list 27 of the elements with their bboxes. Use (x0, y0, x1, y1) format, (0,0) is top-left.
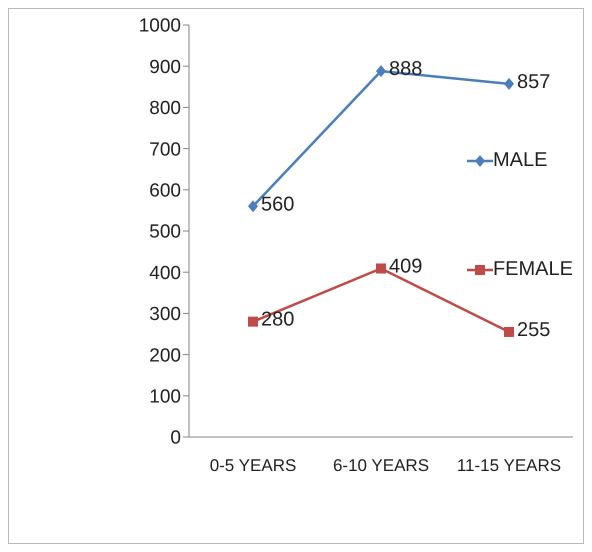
point (248, 316, 258, 327)
y-tick-label: 0 (170, 428, 181, 449)
data-label: 255 (517, 319, 550, 342)
y-tick-label: 800 (149, 98, 181, 120)
x-tick-label: 11-15 YEARS (456, 456, 562, 476)
data-label: 280 (261, 308, 294, 331)
point (376, 263, 386, 274)
data-label: 560 (261, 193, 294, 216)
y-tick-label: 900 (149, 56, 181, 78)
y-tick-label: 500 (149, 222, 181, 243)
x-tick-label: 0-5 YEARS (210, 456, 296, 476)
legend-label: MALE (492, 149, 548, 172)
point (248, 200, 258, 212)
y-tick-label: 400 (149, 262, 181, 284)
y-tick-label: 1000 (138, 16, 181, 37)
y-tick-label: 700 (149, 139, 181, 160)
y-tick-label: 600 (149, 180, 181, 202)
y-tick-label: 300 (149, 304, 181, 326)
legend-label: FEMALE (492, 258, 573, 281)
y-tick-label: 200 (149, 345, 181, 366)
data-label: 857 (517, 71, 550, 94)
x-tick-label: 6-10 YEARS (332, 456, 430, 476)
y-tick-label: 100 (149, 386, 181, 408)
point (376, 65, 386, 78)
data-label: 409 (389, 256, 422, 278)
point (504, 78, 514, 90)
point (504, 326, 514, 337)
